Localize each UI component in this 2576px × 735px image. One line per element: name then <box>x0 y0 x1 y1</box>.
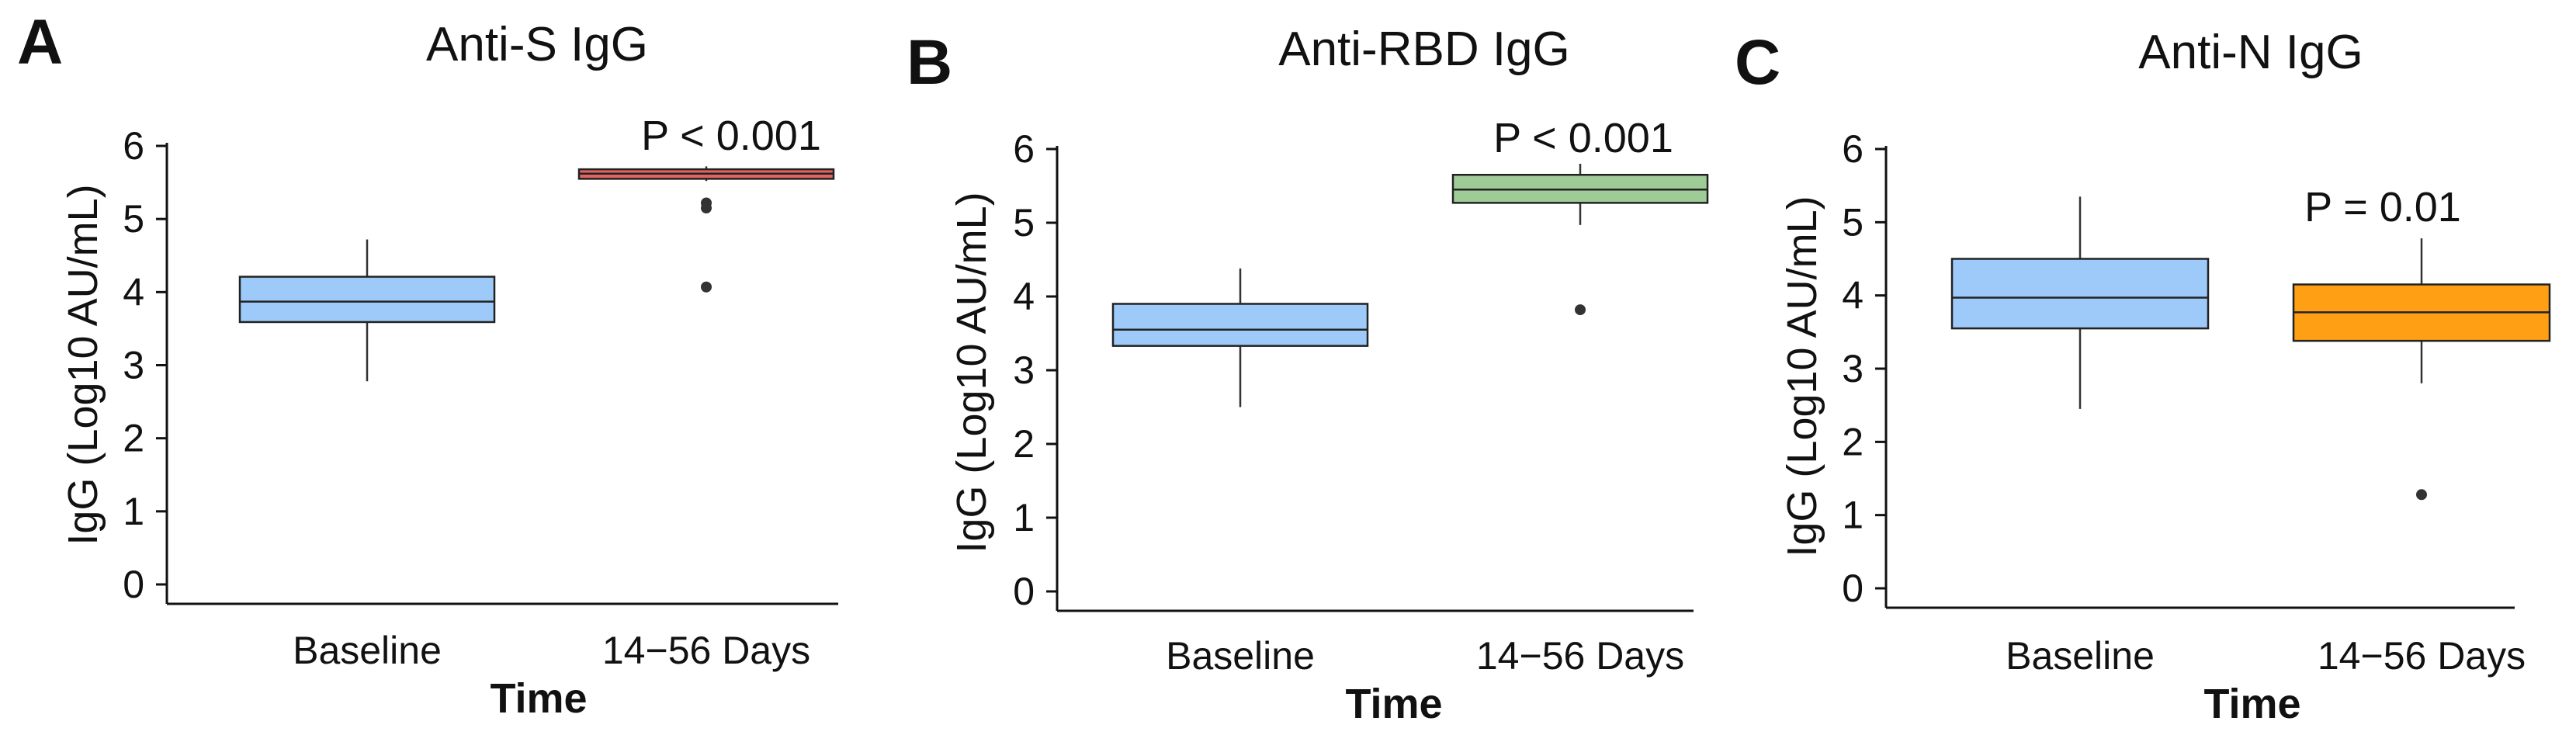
y-tick-label: 3 <box>123 344 144 387</box>
y-tick-label: 6 <box>1013 127 1035 171</box>
outlier-point <box>2416 489 2427 501</box>
x-tick-label: 14−56 Days <box>2318 634 2526 678</box>
y-tick-label: 6 <box>1842 127 1864 171</box>
box-followup <box>2292 238 2551 501</box>
p-value-annotation: P < 0.001 <box>1493 115 1673 161</box>
x-axis-label: Time <box>1345 681 1442 727</box>
box-baseline <box>1950 196 2210 409</box>
y-tick-label: 1 <box>1842 494 1864 537</box>
panel-c: C Anti-N IgG IgG (Log10 AU/mL) Time P = … <box>1735 26 2551 727</box>
plot-area: 0 1 2 3 4 5 6 Baseline 14−56 Days <box>1842 127 2551 678</box>
x-tick-label: 14−56 Days <box>602 629 810 672</box>
panel-letter: B <box>907 27 952 98</box>
x-tick-label: Baseline <box>293 629 442 672</box>
outlier-point <box>1575 304 1586 316</box>
panel-b: B Anti-RBD IgG IgG (Log10 AU/mL) Time P … <box>907 23 1709 727</box>
chart-title: Anti-RBD IgG <box>1278 23 1570 76</box>
y-tick-label: 2 <box>123 417 144 460</box>
x-tick-label: Baseline <box>1166 634 1315 678</box>
y-axis-label: IgG (Log10 AU/mL) <box>948 192 995 553</box>
y-tick-label: 0 <box>123 563 144 606</box>
y-tick-label: 5 <box>1013 201 1035 244</box>
p-value-annotation: P < 0.001 <box>641 113 821 159</box>
x-axis-label: Time <box>490 675 587 722</box>
x-axis-label: Time <box>2203 681 2300 727</box>
y-tick-label: 5 <box>1842 200 1864 244</box>
y-tick-label: 2 <box>1842 420 1864 463</box>
panel-letter: A <box>17 7 63 78</box>
y-tick-label: 4 <box>123 270 144 314</box>
y-axis-label: IgG (Log10 AU/mL) <box>1779 196 1825 556</box>
panel-letter: C <box>1735 27 1780 98</box>
plot-area: 0 1 2 3 4 5 6 Baseline 14−56 Days <box>1013 127 1709 678</box>
y-tick-label: 0 <box>1013 570 1035 613</box>
y-tick-label: 1 <box>1013 496 1035 539</box>
box-followup <box>1451 164 1709 316</box>
chart-title: Anti-S IgG <box>426 18 648 71</box>
outlier-point <box>701 197 712 209</box>
box-baseline <box>238 239 496 382</box>
chart-title: Anti-N IgG <box>2138 26 2363 79</box>
p-value-annotation: P = 0.01 <box>2304 184 2461 231</box>
y-tick-label: 1 <box>123 490 144 533</box>
y-tick-label: 6 <box>123 124 144 168</box>
x-tick-label: Baseline <box>2006 634 2155 678</box>
box-followup <box>577 166 835 293</box>
x-tick-label: 14−56 Days <box>1476 634 1684 678</box>
iqr-box <box>1111 303 1369 347</box>
y-tick-label: 4 <box>1013 275 1035 318</box>
box-baseline <box>1111 268 1369 407</box>
y-tick-label: 3 <box>1013 348 1035 392</box>
y-tick-label: 3 <box>1842 347 1864 390</box>
panel-a: A Anti-S IgG IgG (Log10 AU/mL) Time P < … <box>17 7 838 722</box>
y-tick-label: 2 <box>1013 422 1035 466</box>
plot-area: 0 1 2 3 4 5 6 Baseline 14−56 Days <box>123 124 838 672</box>
y-tick-label: 0 <box>1842 567 1864 610</box>
iqr-box <box>1950 258 2210 330</box>
y-tick-label: 5 <box>123 197 144 241</box>
y-axis-label: IgG (Log10 AU/mL) <box>60 184 106 545</box>
iqr-box <box>238 276 496 324</box>
y-tick-label: 4 <box>1842 274 1864 317</box>
outlier-point <box>701 281 712 293</box>
